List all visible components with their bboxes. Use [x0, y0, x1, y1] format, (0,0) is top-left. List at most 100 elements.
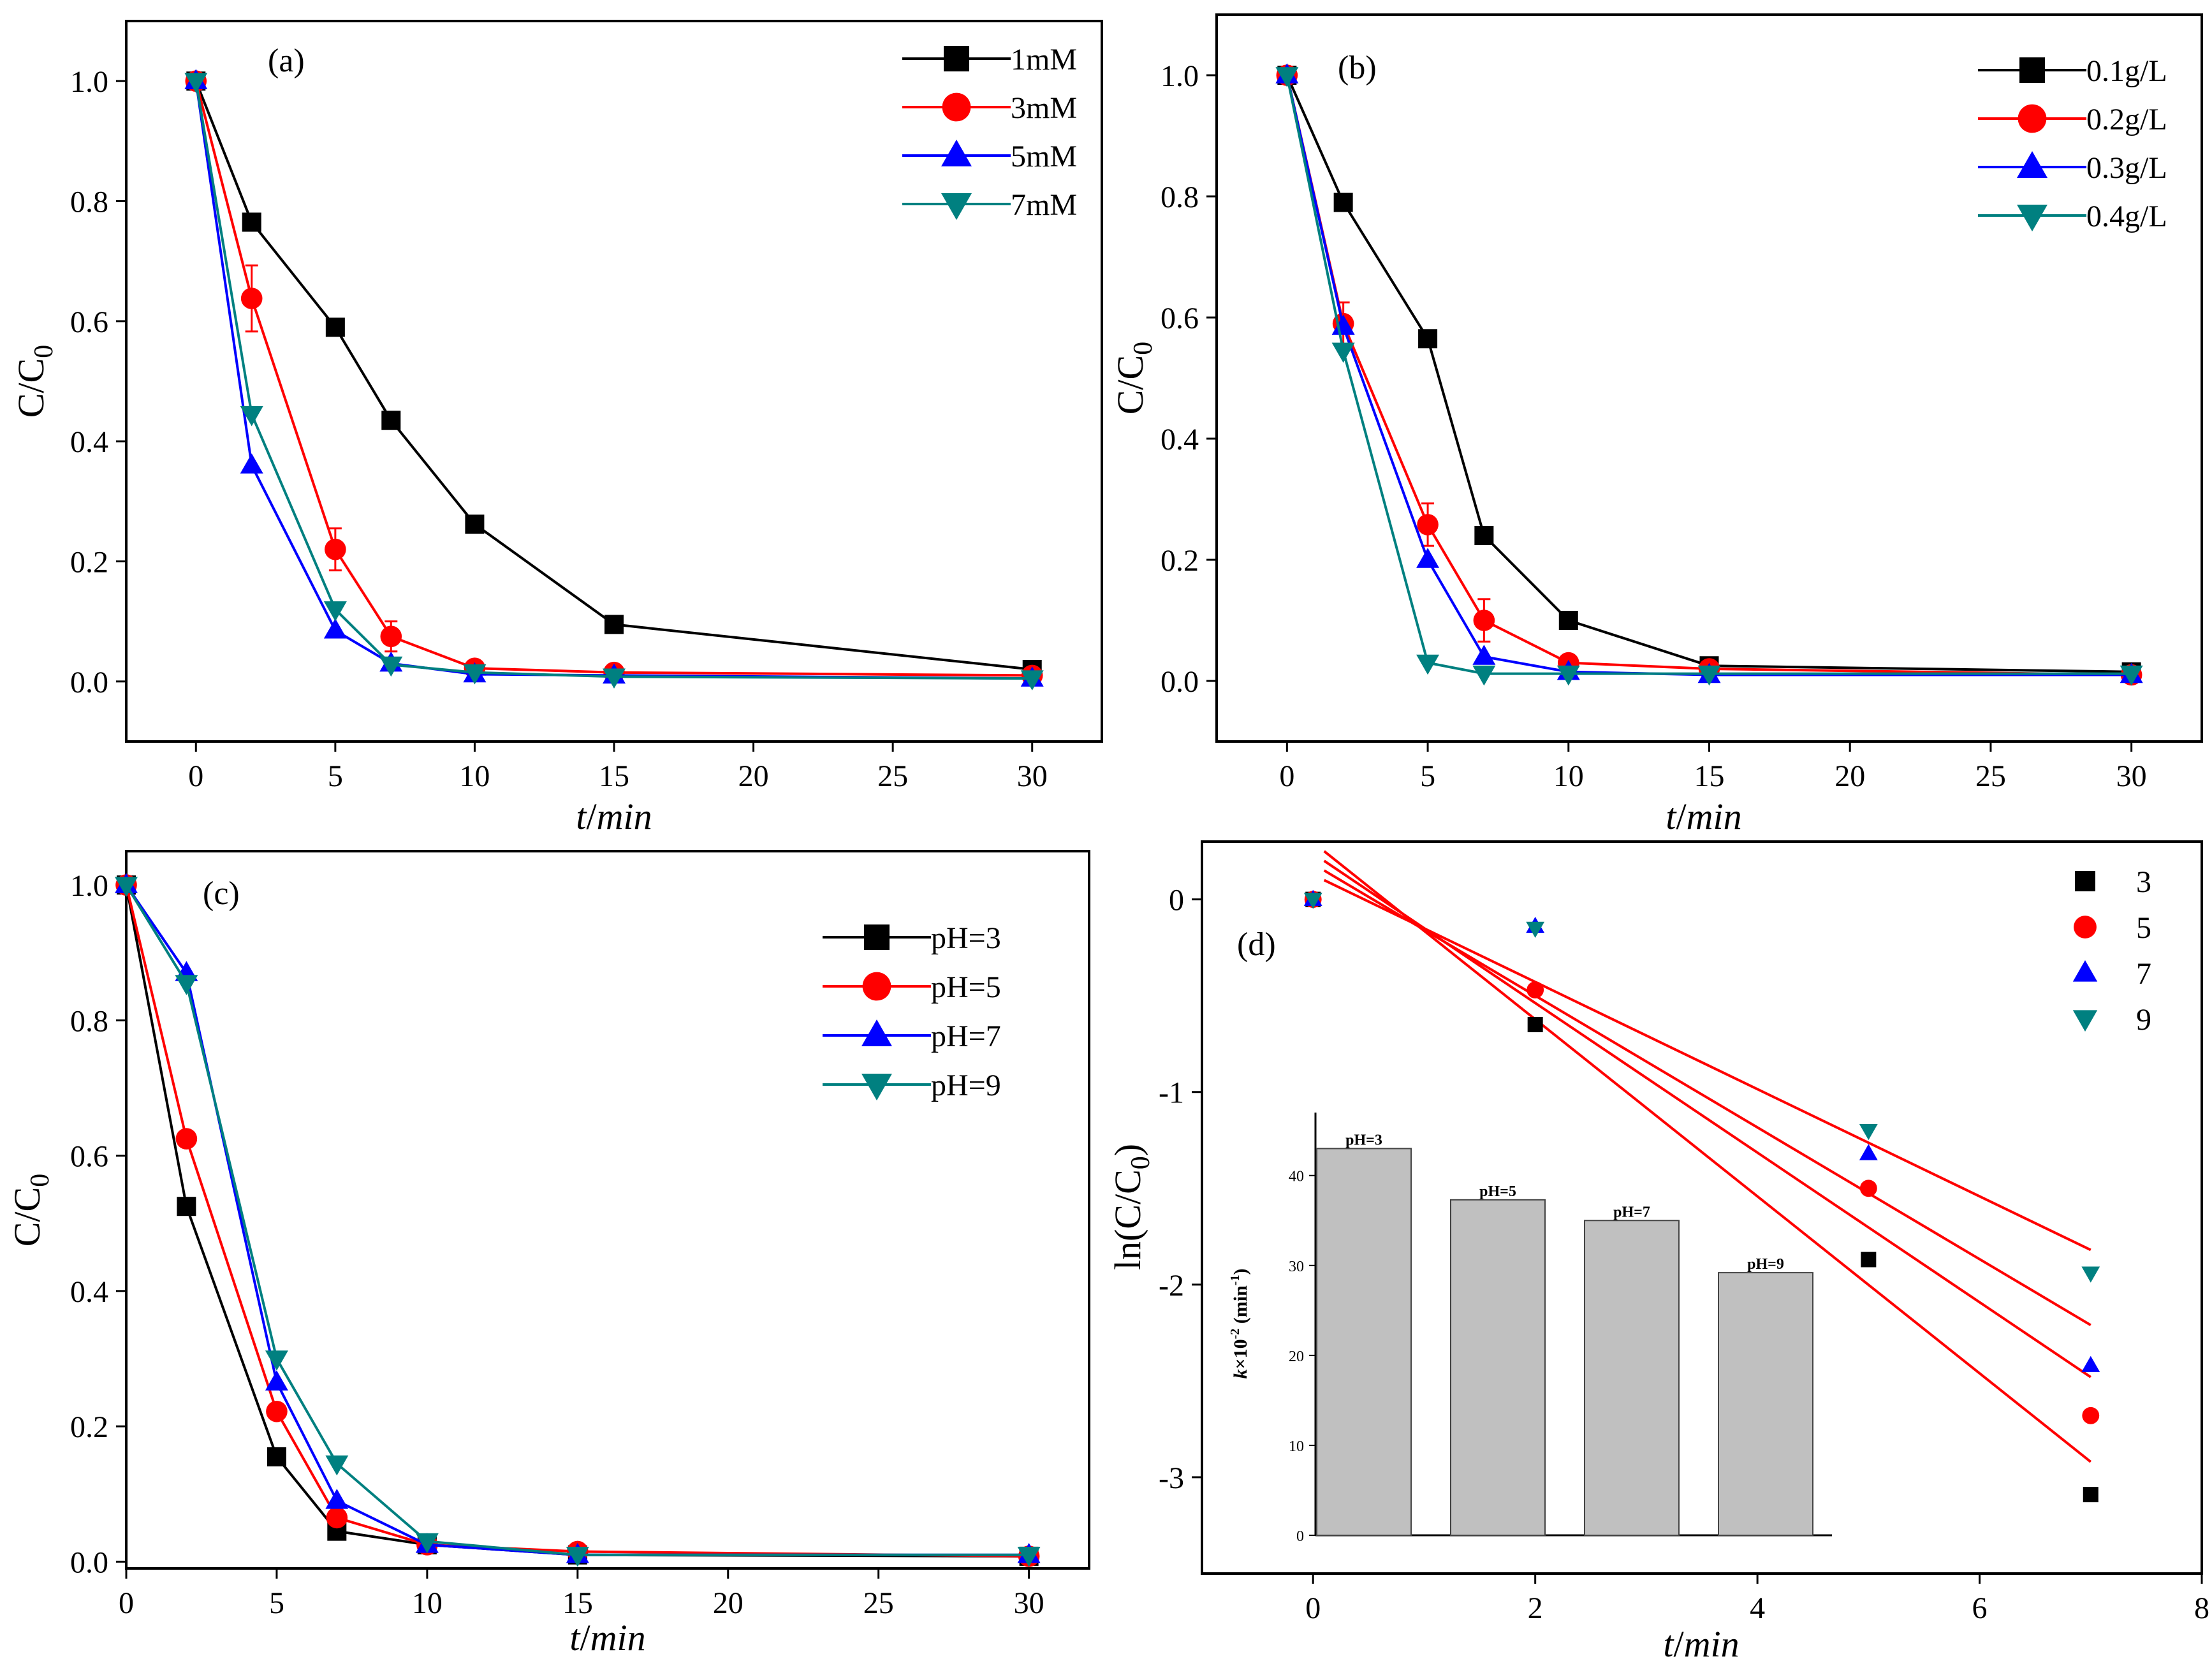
- data-point: [1416, 548, 1440, 568]
- legend-marker: [861, 1074, 892, 1100]
- legend-item: 1mM: [902, 43, 1077, 77]
- y-axis-title: C/C0: [6, 1174, 55, 1247]
- inset-y-tick-label: 0: [1296, 1528, 1304, 1545]
- y-axis-title: C/C0: [1110, 342, 1158, 415]
- series-line: [1285, 75, 2132, 676]
- data-point: [177, 1197, 196, 1216]
- legend-label: pH=9: [931, 1069, 1001, 1102]
- data-point: [1472, 645, 1496, 665]
- y-tick-label: 0.4: [70, 425, 108, 459]
- series-7: [1303, 889, 2100, 1372]
- series-pH=5: [115, 874, 1040, 1567]
- data-point: [2120, 665, 2143, 686]
- legend-label: 0.4g/L: [2086, 200, 2167, 233]
- series-9: [1303, 893, 2100, 1283]
- legend-marker: [942, 92, 971, 122]
- data-point: [325, 1489, 349, 1509]
- legend-label: 7mM: [1011, 188, 1077, 222]
- data-point: [1275, 67, 1299, 87]
- data-point: [1526, 921, 1545, 938]
- data-point: [2082, 1406, 2100, 1424]
- data-point: [265, 1350, 288, 1371]
- x-tick-label: 8: [2194, 1591, 2209, 1625]
- x-tick-label: 0: [1279, 759, 1294, 793]
- x-tick-label: 2: [1528, 1591, 1543, 1625]
- x-tick-label: 4: [1750, 1591, 1765, 1625]
- series-0.4g/L: [1275, 67, 2143, 686]
- panel-d: 0 2 4 6 8 0 -1 -2 -3 3 5 7 9 (d) t/min ln(C/C0) 0 10…: [1107, 840, 2209, 1665]
- inset-bar-chart: 0 10 20 30 40 pH=3 pH=5 pH=7 pH=9 k×10-2 (min-1…: [1228, 1113, 1832, 1545]
- inset-bar: [1450, 1199, 1546, 1536]
- legend-label: 0.1g/L: [2086, 54, 2167, 88]
- axis-ticks: 0 2 4 6 8 0 -1 -2 -3: [1159, 884, 2209, 1625]
- data-point: [1331, 314, 1355, 335]
- plot-frame: [125, 850, 1090, 1570]
- data-point: [325, 538, 346, 560]
- axis-ticks: 0 5 10 15 20 25 30 0.0 0.2 0.4 0.6 0.8 1.0: [70, 65, 1048, 793]
- data-point: [1527, 1017, 1543, 1032]
- data-point: [415, 1533, 439, 1554]
- data-point: [242, 212, 261, 232]
- series-7mM: [184, 73, 1044, 690]
- data-point: [266, 1400, 288, 1422]
- data-point: [1303, 893, 1322, 909]
- y-tick-label: -2: [1159, 1269, 1184, 1303]
- data-point: [323, 618, 347, 639]
- data-point: [265, 1370, 288, 1391]
- data-point: [1859, 1123, 1878, 1141]
- legend: 1mM 3mM 5mM 7mM: [902, 43, 1077, 222]
- data-point: [240, 453, 263, 474]
- data-point: [240, 288, 263, 309]
- y-axis-title: ln(C/C0): [1107, 1144, 1155, 1270]
- data-point: [325, 318, 345, 337]
- legend-marker: [941, 140, 972, 166]
- legend-item: 0.2g/L: [1978, 103, 2167, 136]
- legend-label: 0.2g/L: [2086, 103, 2167, 136]
- legend: 0.1g/L 0.2g/L 0.3g/L 0.4g/L: [1978, 54, 2167, 233]
- legend: 3 5 7 9: [2072, 865, 2151, 1037]
- x-axis-title: t/min: [576, 796, 652, 837]
- legend-marker: [2072, 1010, 2098, 1032]
- inset-bar: [1584, 1220, 1680, 1537]
- y-tick-label: 0: [1169, 884, 1184, 917]
- inset-bar-label: pH=9: [1747, 1256, 1784, 1273]
- inset-bar-label: pH=3: [1345, 1132, 1382, 1148]
- legend-label: 5mM: [1011, 140, 1077, 173]
- data-point: [1418, 329, 1438, 349]
- legend-item: 3: [2075, 865, 2151, 899]
- x-tick-label: 6: [1972, 1591, 1988, 1625]
- data-point: [1861, 1252, 1877, 1268]
- x-tick-label: 0: [1305, 1591, 1321, 1625]
- x-tick-label: 25: [1975, 759, 2006, 793]
- legend-label: 5: [2136, 911, 2151, 945]
- y-tick-label: 0.4: [1161, 423, 1199, 457]
- panel-c: 0 5 10 15 20 25 300.00.20.40.60.81.0 pH=3pH=5p…: [6, 850, 1090, 1658]
- data-point: [175, 975, 198, 995]
- data-point: [465, 515, 485, 534]
- legend-item: 5: [2074, 911, 2151, 945]
- legend-item: 7mM: [902, 188, 1077, 222]
- y-tick-label: 0.0: [1161, 665, 1199, 699]
- data-point: [1697, 665, 1721, 686]
- series-line: [1285, 75, 2132, 676]
- x-tick-label: 30: [1014, 1586, 1044, 1620]
- y-tick-label: 1.0: [70, 65, 108, 99]
- data-point: [379, 656, 403, 677]
- data-point: [323, 601, 347, 622]
- legend-label: 7: [2136, 957, 2151, 991]
- x-tick-label: 15: [562, 1586, 593, 1620]
- fit-line: [1323, 850, 2092, 1463]
- legend-marker: [862, 972, 891, 1001]
- axis-ticks: 0 5 10 15 20 25 30 0.0 0.2 0.4 0.6 0.8 1.0: [70, 869, 1044, 1620]
- panel-label: (d): [1237, 926, 1276, 963]
- legend-item: 9: [2072, 1003, 2151, 1037]
- data-point: [1473, 610, 1495, 631]
- data-point: [1417, 514, 1439, 536]
- x-tick-label: 15: [599, 759, 629, 793]
- y-tick-label: 1.0: [1161, 59, 1199, 93]
- legend-item: 3mM: [902, 91, 1077, 125]
- legend-marker: [2072, 960, 2098, 982]
- series-pH=3: [117, 875, 1039, 1566]
- inset-bar-label: pH=5: [1479, 1183, 1516, 1200]
